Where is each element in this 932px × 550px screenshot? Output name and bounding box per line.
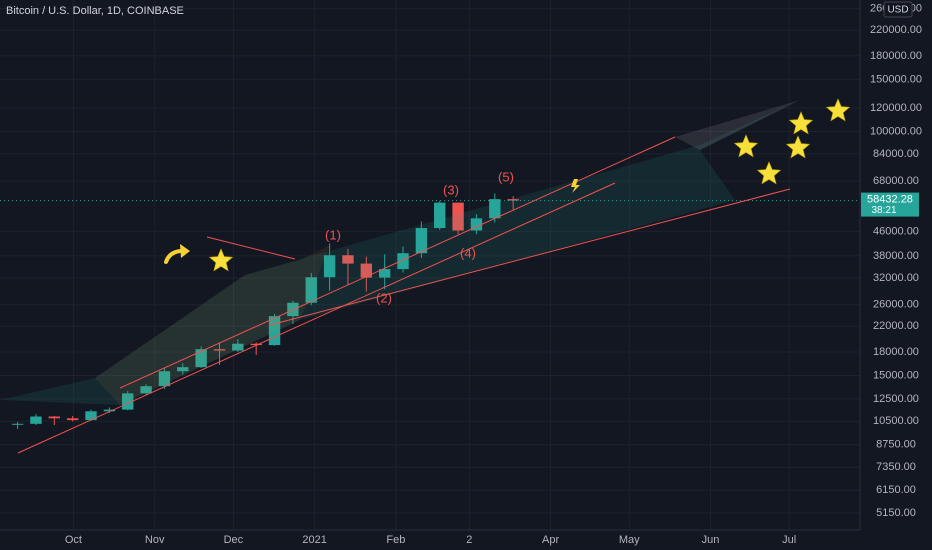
star-icon <box>788 111 814 135</box>
candle-body <box>360 263 373 278</box>
candle-body <box>213 349 226 351</box>
wave-label: (4) <box>460 245 476 260</box>
chart-title: Bitcoin / U.S. Dollar, 1D, COINBASE <box>6 5 184 17</box>
candle-body <box>268 316 281 346</box>
time-axis <box>0 530 932 550</box>
y-tick-label: 7350.00 <box>876 461 916 473</box>
trend-line <box>206 236 296 260</box>
currency-label[interactable]: USD <box>887 5 908 16</box>
y-tick-label: 150000.00 <box>870 73 922 85</box>
y-tick-label: 46000.00 <box>873 225 919 237</box>
star-icon <box>756 161 782 185</box>
candle-body <box>378 269 391 278</box>
candle-body <box>30 416 42 424</box>
last-price-box <box>861 192 919 217</box>
x-tick-label: Jul <box>782 534 796 546</box>
y-tick-label: 38000.00 <box>873 250 919 262</box>
plot-area <box>0 0 860 530</box>
x-tick-label: May <box>619 534 640 546</box>
trend-line <box>119 136 676 389</box>
x-tick-label: Oct <box>65 534 82 546</box>
candle-body <box>507 199 519 201</box>
candle-body <box>470 218 483 231</box>
x-tick-label: 2021 <box>302 534 326 546</box>
candle-body <box>66 418 79 421</box>
x-tick-label: Jun <box>702 534 720 546</box>
star-icon <box>733 134 759 158</box>
candle-body <box>434 202 446 229</box>
y-tick-label: 10500.00 <box>873 415 919 427</box>
last-price-label: 58432.28 <box>867 193 913 205</box>
candle-body <box>177 367 189 372</box>
y-tick-label: 26000.00 <box>873 299 919 311</box>
countdown-label: 38:21 <box>871 205 896 216</box>
axes: 5150.00 6150.00 7350.00 8750.00 10500.00 1250… <box>65 3 922 546</box>
candle-body <box>103 409 116 412</box>
y-tick-label: 100000.00 <box>870 125 922 137</box>
candle-body <box>489 199 501 219</box>
y-tick-label: 84000.00 <box>873 148 919 160</box>
stars <box>208 98 851 272</box>
candle-body <box>305 277 317 303</box>
shaded-zone <box>0 100 800 405</box>
x-tick-label: 2 <box>466 534 472 546</box>
y-tick-label: 180000.00 <box>870 50 922 62</box>
trend-line <box>17 182 616 454</box>
y-tick-label: 220000.00 <box>870 24 922 36</box>
candle-body <box>452 202 464 231</box>
shaded-zone <box>675 100 800 150</box>
y-tick-label: 15000.00 <box>873 369 919 381</box>
candle-body <box>397 253 409 270</box>
x-tick-label: Feb <box>386 534 405 546</box>
star-icon <box>825 98 851 122</box>
shaded-zone <box>95 245 330 405</box>
x-tick-label: Apr <box>542 534 559 546</box>
candle-body <box>11 423 24 425</box>
candle-body <box>158 371 171 387</box>
wave-label: (1) <box>325 227 341 242</box>
candle-body <box>342 255 354 264</box>
star-icon <box>785 135 811 159</box>
y-tick-label: 6150.00 <box>876 484 916 496</box>
candle-body <box>250 343 262 346</box>
x-tick-label: Nov <box>145 534 165 546</box>
y-tick-label: 32000.00 <box>873 272 919 284</box>
lightning-icon <box>571 179 580 193</box>
y-tick-label: 8750.00 <box>876 439 916 451</box>
y-tick-label: 18000.00 <box>873 346 919 358</box>
trend-line <box>269 188 791 326</box>
candle-body <box>195 349 207 368</box>
drawings <box>0 100 800 454</box>
y-tick-label: 5150.00 <box>876 507 916 519</box>
wave-label: (3) <box>443 182 459 197</box>
candle-body <box>48 416 60 419</box>
y-tick-label: 12500.00 <box>873 393 919 405</box>
wave-label: (2) <box>376 290 392 305</box>
arrow-head <box>180 244 190 258</box>
candle-body <box>232 343 244 351</box>
wave-label: (5) <box>498 169 514 184</box>
candle-body <box>323 255 336 278</box>
price-axis <box>860 0 932 550</box>
currency-box[interactable] <box>883 1 913 18</box>
candle-body <box>415 228 428 254</box>
y-tick-label: 68000.00 <box>873 175 919 187</box>
star-icon <box>208 248 234 272</box>
y-tick-label: 120000.00 <box>870 102 922 114</box>
y-tick-label: 22000.00 <box>873 320 919 332</box>
wave-labels: (1) (2) (3) (4) (5) <box>325 169 514 305</box>
candle-body <box>85 411 97 421</box>
candle-body <box>140 386 152 394</box>
x-tick-label: Dec <box>224 534 244 546</box>
candle-body <box>122 393 134 410</box>
